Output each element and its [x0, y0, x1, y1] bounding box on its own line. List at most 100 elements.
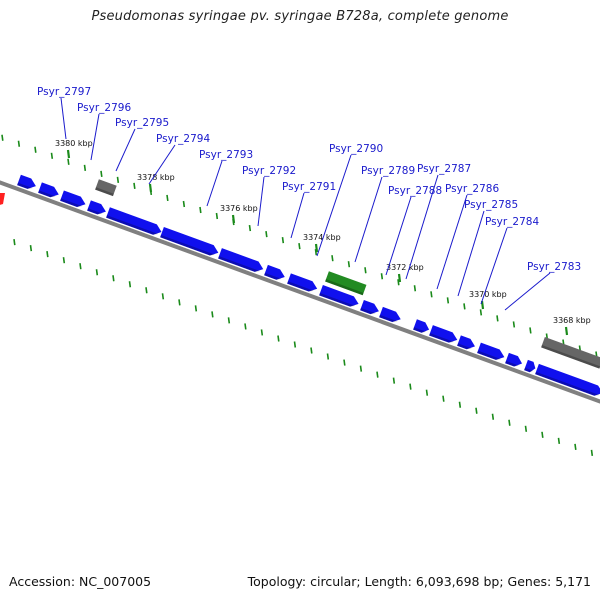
cds-gene-arrow-shape	[379, 306, 401, 323]
major-tick-mark	[564, 326, 569, 336]
inner-tick-mark	[574, 443, 577, 450]
cds-gene-arrow-shade	[505, 360, 519, 367]
major-tick-mark	[148, 183, 153, 193]
inner-tick-mark	[178, 299, 181, 306]
cds-gene-arrow[interactable]	[106, 207, 163, 237]
cds-gene-arrow[interactable]	[379, 306, 402, 325]
inner-tick-mark	[62, 257, 66, 264]
cds-gene-arrow[interactable]	[535, 363, 600, 398]
cds-gene-arrow[interactable]	[429, 325, 459, 345]
inner-tick-mark	[277, 335, 280, 342]
gene-label[interactable]: Psyr_2796	[77, 102, 131, 114]
outer-tick-mark	[463, 303, 466, 310]
gene-leader-line	[60, 97, 67, 140]
gene-label[interactable]: Psyr_2785	[464, 199, 518, 211]
cds-gene-arrow-shade	[477, 350, 502, 360]
outer-tick-mark	[1, 134, 4, 141]
cds-gene-arrow-shade	[60, 198, 83, 207]
outer-tick-mark	[133, 182, 136, 190]
major-tick-mark	[480, 300, 485, 310]
tick-label: 3376 kbp	[220, 204, 258, 213]
cds-gene-arrow[interactable]	[87, 200, 108, 217]
cds-gene-arrow[interactable]	[477, 342, 506, 363]
outer-tick-mark	[83, 164, 87, 171]
inner-tick-mark	[13, 239, 16, 246]
gene-label[interactable]: Psyr_2791	[282, 181, 336, 193]
gene-label[interactable]: Psyr_2788	[388, 185, 442, 197]
major-tick-mark	[314, 243, 319, 253]
cds-gene-arrow-shade	[429, 333, 454, 343]
gene-label[interactable]: Psyr_2795	[115, 117, 169, 129]
gene-label[interactable]: Psyr_2787	[417, 163, 471, 175]
cds-gene-arrow-shade	[38, 190, 56, 198]
cds-gene-arrow[interactable]	[360, 299, 381, 317]
inner-tick-mark	[359, 365, 363, 372]
outer-tick-mark	[529, 327, 532, 334]
inner-tick-mark	[79, 263, 82, 270]
cds-gene-arrow-shade	[87, 208, 103, 215]
tick-label: 3380 kbp	[55, 139, 93, 148]
rna-feature[interactable]	[325, 271, 367, 296]
gene-leader-line	[148, 144, 176, 185]
cds-gene-arrow-shape	[160, 226, 219, 256]
pseudogene-feature[interactable]	[95, 179, 117, 197]
cds-gene-arrow[interactable]	[218, 248, 265, 274]
cds-gene-arrow-shade	[360, 307, 376, 315]
cds-gene-arrow-shade	[160, 234, 216, 256]
cds-gene-arrow-shape	[38, 182, 59, 198]
cds-gene-arrow-shape	[413, 319, 430, 333]
pseudogene-feature[interactable]	[541, 337, 600, 369]
gene-leader-line	[504, 272, 551, 311]
major-tick-mark	[231, 214, 236, 224]
cds-gene-arrow[interactable]	[505, 352, 524, 369]
major-tick-mark	[66, 149, 71, 159]
cds-gene-arrow[interactable]	[287, 273, 319, 294]
outer-tick-mark	[67, 158, 70, 165]
cds-gene-arrow[interactable]	[38, 182, 61, 199]
inner-tick-mark	[145, 287, 148, 294]
cds-gene-arrow-shade	[287, 281, 314, 292]
inner-tick-mark	[227, 317, 231, 324]
inner-tick-mark	[343, 359, 346, 366]
cds-gene-arrow-shape	[17, 174, 36, 189]
cds-gene-arrow[interactable]	[60, 190, 87, 209]
gene-leader-line	[436, 194, 468, 290]
cds-gene-arrow[interactable]	[17, 174, 38, 192]
inner-tick-mark	[161, 293, 165, 300]
inner-tick-mark	[95, 269, 99, 276]
map-title: Pseudomonas syringae pv. syringae B728a,…	[91, 9, 509, 24]
outer-tick-mark	[347, 261, 351, 268]
cds-gene-arrow-shade	[413, 327, 427, 333]
inner-tick-mark	[194, 305, 198, 312]
gene-label[interactable]: Psyr_2789	[361, 165, 415, 177]
outer-tick-mark	[446, 297, 450, 304]
cds-gene-arrow[interactable]	[319, 284, 360, 309]
inner-tick-mark	[260, 329, 264, 336]
cds-gene-arrow-shade	[379, 314, 398, 323]
gene-label[interactable]: Psyr_2792	[242, 165, 296, 177]
cds-gene-arrow-shape	[319, 284, 359, 307]
highlight-feature[interactable]	[0, 193, 5, 206]
outer-tick-mark	[479, 309, 483, 316]
inner-tick-mark	[557, 437, 561, 444]
cds-gene-arrow-shade	[264, 272, 282, 280]
cds-gene-arrow[interactable]	[264, 264, 287, 282]
inner-tick-mark	[211, 311, 214, 318]
cds-gene-arrow[interactable]	[160, 226, 220, 258]
outer-tick-mark	[397, 279, 400, 286]
inner-tick-mark	[442, 395, 445, 402]
gene-label[interactable]: Psyr_2790	[329, 143, 383, 155]
gene-label[interactable]: Psyr_2784	[485, 216, 539, 228]
gene-label[interactable]: Psyr_2797	[37, 86, 91, 98]
cds-gene-arrow[interactable]	[457, 335, 477, 351]
gene-label[interactable]: Psyr_2793	[199, 149, 253, 161]
cds-gene-arrow[interactable]	[413, 319, 431, 334]
cds-gene-arrow-shape	[87, 200, 106, 215]
gene-label[interactable]: Psyr_2786	[445, 183, 499, 195]
gene-label[interactable]: Psyr_2794	[156, 133, 210, 145]
gene-label[interactable]: Psyr_2783	[527, 261, 581, 273]
cds-gene-arrow[interactable]	[524, 359, 537, 374]
inner-tick-mark	[409, 383, 412, 390]
outer-tick-mark	[380, 273, 384, 280]
